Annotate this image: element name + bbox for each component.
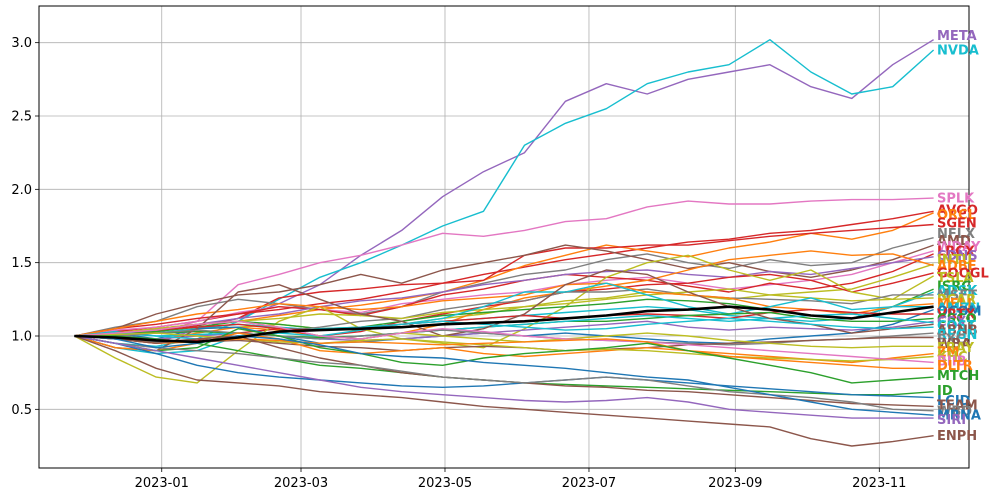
series-line-biib [74,320,934,364]
end-label-exc: EXC [937,332,965,347]
end-label-ebay: EBAY [937,341,975,356]
end-label-sgen: SGEN [937,217,977,232]
series-line-lcid [74,335,934,399]
end-label-csx: CSX [937,315,966,330]
end-label-avgo: AVGO [937,203,978,218]
series-line-mtch [74,328,934,384]
end-label-msft: MSFT [937,288,977,303]
end-label-wba: WBA [937,337,971,352]
end-label-csco: CSCO [937,312,977,327]
end-label-intu: INTU [937,253,972,268]
grid [39,6,969,468]
end-label-tsla: TSLA [937,271,974,286]
series-line-avgo [74,210,934,337]
series-line-amzn [74,282,934,355]
y-tick-label: 2.5 [11,110,32,125]
series-line-wba [74,335,934,352]
series-line-enph [74,335,934,447]
end-label-dltr: DLTR [937,359,973,374]
end-label-wday: WDAY [937,240,981,255]
end-label-adsk: ADSK [937,284,978,299]
end-label-regn: REGN [937,328,977,343]
x-tick-label: 2023-07 [562,476,616,491]
average-line [74,305,934,344]
x-tick-label: 2023-05 [418,476,472,491]
end-label-team: TEAM [937,398,978,413]
end-label-cdns: CDNS [937,249,978,264]
end-label-lrcx: LRCX [937,244,975,259]
end-label-wbd: WBD [937,404,972,419]
series-line-nflx [74,237,934,337]
end-label-abnb: ABNB [937,324,978,339]
x-axis: 2023-01 2023-03 2023-05 2023-07 2023-09 2023-… [135,468,906,491]
end-label-khc: KHC [937,350,968,365]
y-axis: 0.5 1.0 1.5 2.0 2.5 3.0 [11,36,39,418]
end-label-cost: COST [937,319,976,334]
y-tick-label: 1.0 [11,330,32,345]
end-label-id: ID [937,384,953,399]
end-label-amzn: AMZN [937,302,980,317]
end-label-orcl: ORCL [937,208,976,223]
y-tick-label: 1.5 [11,256,32,271]
end-label-zm: ZM [937,346,959,361]
series-line-meli [74,282,934,337]
series-line-cdns [74,256,934,337]
x-tick-label: 2023-01 [135,476,189,491]
end-label-qcom: QCOM [937,305,982,320]
end-label-vrtx: VRTX [937,308,975,323]
end-label-isrg: ISRG [937,280,972,295]
end-label-biib: BIIB [937,354,967,369]
end-label-meli: MELI [937,297,972,312]
end-label-lcid: LCID [937,394,971,409]
y-tick-label: 2.0 [11,183,32,198]
series-line-lrcx [74,253,934,337]
series-line-vrtx [74,308,934,337]
end-label-pcar: PCAR [937,293,976,308]
end-label-enph: ENPH [937,429,977,444]
end-label-nflx: NFLX [937,227,975,242]
series-lines [74,39,935,447]
end-label-nvda: NVDA [937,44,979,59]
end-label-adbe: ADBE [937,259,977,274]
y-tick-label: 3.0 [11,36,32,51]
end-label-mrna: MRNA [937,409,981,424]
series-line-siri [74,335,934,419]
plot-frame [38,5,970,469]
end-label-amd: AMD [937,234,971,249]
x-tick-label: 2023-03 [274,476,328,491]
series-line-amd [74,244,934,337]
end-label-splk: SPLK [937,192,975,207]
end-label-mtch: MTCH [937,369,979,384]
end-label-siri: SIRI [937,413,966,428]
x-tick-label: 2023-09 [708,476,762,491]
series-line-tsla [74,254,934,384]
end-label-meta: META [937,29,977,44]
y-tick-label: 0.5 [11,403,32,418]
x-tick-label: 2023-11 [852,476,906,491]
end-labels: METANVDASPLKAVGOORCLSGENNFLXAMDWDAYLRCXC… [937,29,989,444]
series-line-wbd [74,335,934,412]
end-label-googl: GOOGL [937,266,989,281]
series-line-csx [74,320,934,342]
